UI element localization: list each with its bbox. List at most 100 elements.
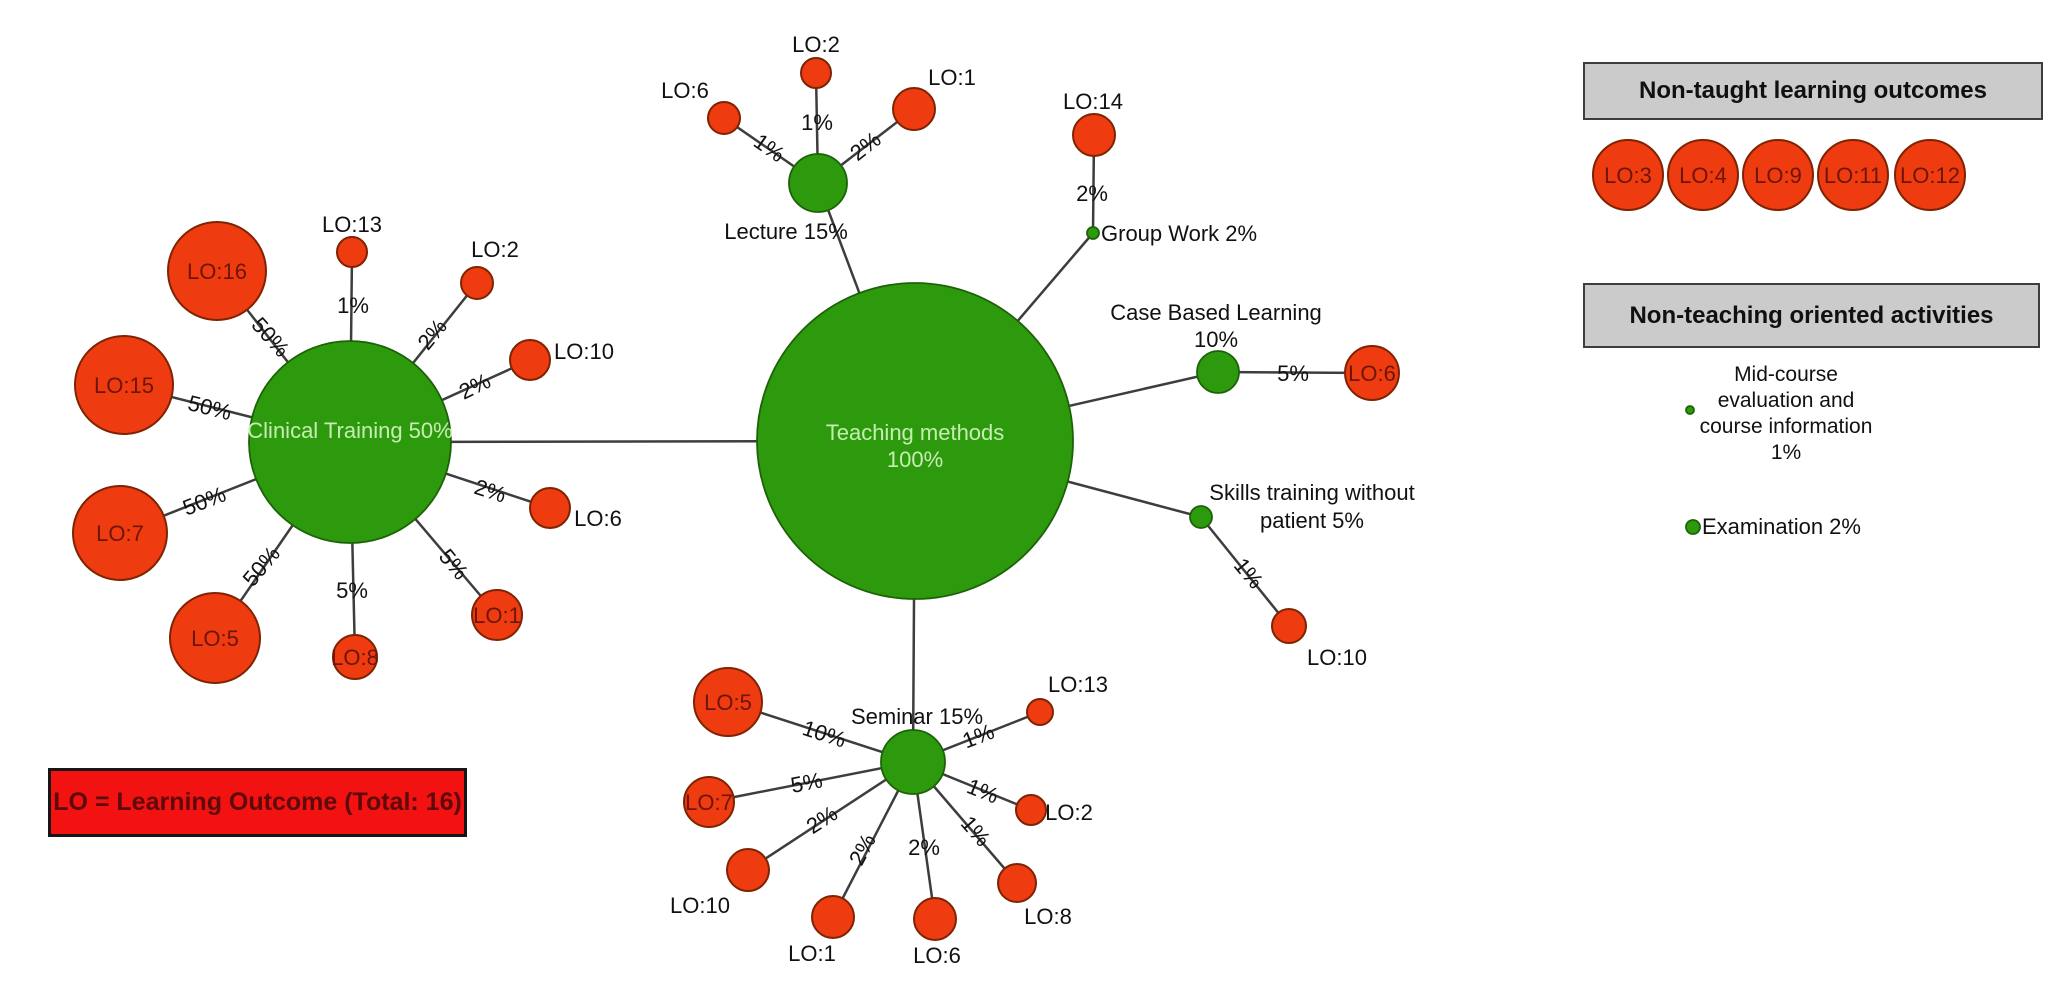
edge-seminar-se-lo7: [708, 760, 914, 804]
node-label-c-lo15: LO:15: [94, 373, 154, 398]
node-clinical-method-circle: [248, 340, 452, 544]
node-label-skills-line-1: Skills training without: [1209, 480, 1414, 505]
examination-label: Examination 2%: [1702, 514, 1861, 539]
node-label-se-lo10: LO:10: [670, 893, 730, 918]
edge-label-seminar-se-lo5: 10%: [800, 715, 850, 752]
node-label-c-lo5: LO:5: [191, 626, 239, 651]
edge-label-clinical-c-lo1: 5%: [434, 544, 474, 584]
node-s-lo10-outcome-circle: [1271, 608, 1307, 644]
mid-course-line-1: Mid-course: [1734, 363, 1838, 386]
node-label-g-lo14: LO:14: [1063, 89, 1123, 114]
node-label-nt-lo12: LO:12: [1900, 163, 1960, 188]
mid-course-evaluation-label: Mid-course evaluation and course informa…: [1626, 362, 1946, 466]
non-taught-outcomes-header: Non-taught learning outcomes: [1583, 62, 2043, 120]
node-se-lo7-outcome-circle: [683, 776, 735, 828]
non-teaching-activities-header-label: Non-teaching oriented activities: [1629, 301, 1994, 329]
node-c-lo15-outcome-circle: [74, 335, 174, 435]
node-nt-lo4-outcome-circle: [1667, 139, 1739, 211]
node-se-lo1-outcome-circle: [811, 895, 855, 939]
node-c-lo6-outcome-circle: [529, 487, 571, 529]
node-c-lo13-outcome-circle: [336, 236, 368, 268]
node-label-c-lo6-line-1: LO:6: [574, 506, 622, 531]
node-label-c-lo13-line-1: LO:13: [322, 212, 382, 237]
node-se-lo6-outcome-circle: [913, 897, 957, 941]
edge-label-clinical-c-lo6: 2%: [471, 474, 509, 508]
node-se-lo8-outcome-circle: [997, 863, 1037, 903]
node-label-groupwork-line-1: Group Work 2%: [1101, 221, 1257, 246]
node-label-cbl-line-1: Case Based Learning: [1110, 300, 1322, 325]
edge-label-clinical-c-lo7: 50%: [179, 481, 229, 520]
node-label-c-lo16-line-1: LO:16: [187, 259, 247, 284]
node-label-c-lo10-line-1: LO:10: [554, 339, 614, 364]
node-l-lo6-outcome-circle: [707, 101, 741, 135]
node-label-c-lo5-line-1: LO:5: [191, 626, 239, 651]
node-label-lecture: Lecture 15%: [724, 219, 848, 244]
node-label-g-lo14-line-1: LO:14: [1063, 89, 1123, 114]
node-c-lo5-outcome-circle: [169, 592, 261, 684]
node-label-nt-lo9: LO:9: [1754, 163, 1802, 188]
node-label-se-lo1: LO:1: [788, 941, 836, 966]
node-lecture-method-circle: [788, 153, 848, 213]
mid-course-line-3: course information: [1699, 415, 1873, 438]
node-nt-lo11-outcome-circle: [1817, 139, 1889, 211]
node-se-lo10-outcome-circle: [726, 848, 770, 892]
node-g-lo14-outcome-circle: [1072, 113, 1116, 157]
edge-label-lecture-l-lo2: 1%: [801, 110, 833, 135]
node-label-c-lo1-line-1: LO:1: [473, 603, 521, 628]
node-label-cbl-line-2: 10%: [1194, 327, 1238, 352]
node-label-nt-lo12-line-1: LO:12: [1900, 163, 1960, 188]
node-label-se-lo1-line-1: LO:1: [788, 941, 836, 966]
node-label-lecture-line-1: Lecture 15%: [724, 219, 848, 244]
node-label-c-lo16: LO:16: [187, 259, 247, 284]
node-label-l-lo1-line-1: LO:1: [928, 65, 976, 90]
node-label-seminar: Seminar 15%: [851, 704, 983, 729]
node-label-se-lo10-line-1: LO:10: [670, 893, 730, 918]
node-label-seminar-line-1: Seminar 15%: [851, 704, 983, 729]
node-label-cbl-lo6-line-1: LO:6: [1348, 361, 1396, 386]
node-label-l-lo2-line-1: LO:2: [792, 32, 840, 57]
node-label-c-lo8: LO:8: [331, 645, 379, 670]
node-cbl-method-circle: [1196, 350, 1240, 394]
node-label-teaching: Teaching methods 100%: [826, 420, 1005, 472]
edge-label-cbl-cbl-lo6: 5%: [1277, 361, 1309, 386]
edge-label-lecture-l-lo6: 1%: [749, 128, 789, 167]
node-label-se-lo2-line-1: LO:2: [1045, 800, 1093, 825]
node-label-c-lo10: LO:10: [554, 339, 614, 364]
node-label-c-lo1: LO:1: [473, 603, 521, 628]
node-label-teaching-line-2: 100%: [887, 447, 943, 472]
node-groupwork-method-circle: [1086, 226, 1100, 240]
node-label-nt-lo9-line-1: LO:9: [1754, 163, 1802, 188]
node-label-nt-lo4-line-1: LO:4: [1679, 163, 1727, 188]
node-se-lo2-outcome-circle: [1015, 794, 1047, 826]
edge-label-clinical-c-lo13: 1%: [337, 293, 369, 318]
node-skills-method-circle: [1189, 505, 1213, 529]
node-label-skills: Skills training without patient 5%: [1209, 480, 1414, 533]
mid-course-line-2: evaluation and: [1717, 389, 1855, 412]
node-label-se-lo8-line-1: LO:8: [1024, 904, 1072, 929]
node-label-se-lo8: LO:8: [1024, 904, 1072, 929]
node-seminar-method-circle: [880, 729, 946, 795]
node-label-se-lo13: LO:13: [1048, 672, 1108, 697]
node-label-s-lo10: LO:10: [1307, 645, 1367, 670]
edge-label-clinical-c-lo15: 50%: [185, 390, 234, 425]
node-label-nt-lo3-line-1: LO:3: [1604, 163, 1652, 188]
node-label-l-lo2: LO:2: [792, 32, 840, 57]
node-label-l-lo1: LO:1: [928, 65, 976, 90]
node-label-nt-lo11: LO:11: [1824, 163, 1882, 188]
node-label-se-lo7: LO:7: [685, 790, 733, 815]
edge-label-seminar-se-lo7: 5%: [789, 767, 825, 798]
node-label-nt-lo4: LO:4: [1679, 163, 1727, 188]
non-taught-outcomes-header-label: Non-taught learning outcomes: [1639, 77, 1987, 104]
node-label-s-lo10-line-1: LO:10: [1307, 645, 1367, 670]
node-label-c-lo15-line-1: LO:15: [94, 373, 154, 398]
node-nt-lo3-outcome-circle: [1592, 139, 1664, 211]
node-l-lo2-outcome-circle: [800, 57, 832, 89]
node-label-groupwork: Group Work 2%: [1101, 221, 1257, 246]
non-teaching-activities-header: Non-teaching oriented activities: [1583, 283, 2040, 348]
node-c-lo16-outcome-circle: [167, 221, 267, 321]
node-l-lo1-outcome-circle: [892, 87, 936, 131]
node-label-se-lo5: LO:5: [704, 690, 752, 715]
node-label-se-lo7-line-1: LO:7: [685, 790, 733, 815]
